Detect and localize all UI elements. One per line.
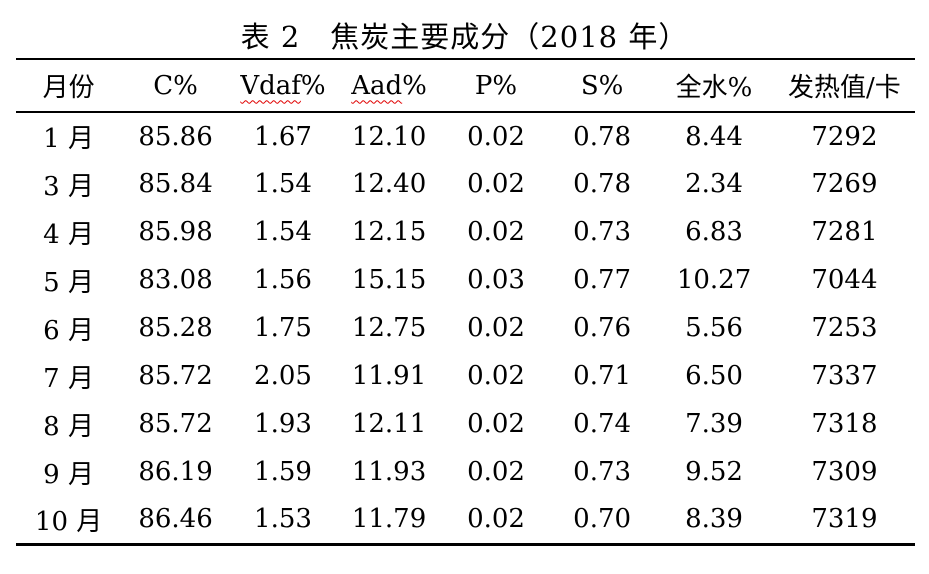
cell-vdaf_percent: 1.59 (254, 457, 312, 487)
cell-total_moisture_percent: 10.27 (676, 265, 752, 295)
column-header-calorific_value: 发热值/卡 (788, 73, 901, 103)
cell-month: 10 月 (34, 506, 103, 537)
cell-calorific_value: 7044 (811, 265, 878, 295)
table-row: 1 月 85.86 1.67 12.10 0.02 0.78 8.44 7292 (16, 112, 915, 160)
cell-calorific_value: 7318 (811, 409, 878, 439)
cell-total_moisture_percent: 8.44 (685, 121, 743, 152)
misspelled-word: Aad (351, 70, 403, 101)
coke-composition-table: 月份 C% Vdaf% Aad% P% S% 全水% 发热值/卡 1 月 85.86 1.67 12… (16, 58, 915, 546)
column-header-aad_percent: Aad% (351, 70, 427, 101)
column-header-total_moisture_percent: 全水% (675, 73, 753, 103)
cell-c_percent: 85.86 (138, 121, 213, 152)
cell-s_percent: 0.70 (573, 504, 632, 535)
cell-s_percent: 0.77 (573, 265, 632, 295)
cell-c_percent: 85.28 (138, 313, 213, 343)
cell-vdaf_percent: 1.53 (254, 504, 312, 535)
cell-s_percent: 0.76 (573, 313, 632, 343)
cell-calorific_value: 7292 (811, 121, 878, 152)
cell-aad_percent: 11.91 (351, 361, 427, 391)
cell-vdaf_percent: 1.56 (254, 265, 312, 295)
cell-calorific_value: 7319 (811, 504, 878, 535)
cell-total_moisture_percent: 6.50 (685, 361, 743, 391)
cell-month: 1 月 (43, 124, 94, 154)
cell-c_percent: 86.46 (138, 504, 213, 535)
cell-aad_percent: 12.75 (351, 313, 427, 343)
cell-month: 8 月 (43, 411, 94, 442)
column-header-s_percent: S% (580, 70, 624, 101)
cell-total_moisture_percent: 8.39 (685, 504, 743, 535)
cell-c_percent: 85.98 (138, 217, 213, 247)
table-title: 表 2 焦炭主要成分（2018 年） (240, 20, 689, 54)
table-row: 5 月 83.08 1.56 15.15 0.03 0.77 10.27 7044 (16, 256, 915, 304)
cell-p_percent: 0.03 (467, 265, 525, 295)
cell-p_percent: 0.02 (467, 361, 525, 391)
cell-p_percent: 0.02 (467, 121, 525, 152)
column-header-p_percent: P% (474, 70, 518, 101)
cell-month: 7 月 (43, 363, 94, 394)
cell-p_percent: 0.02 (467, 313, 525, 343)
cell-month: 6 月 (43, 315, 94, 346)
column-header-vdaf_percent: Vdaf% (240, 70, 326, 101)
table-row: 8 月 85.72 1.93 12.11 0.02 0.74 7.39 7318 (16, 400, 915, 448)
cell-aad_percent: 12.40 (351, 169, 427, 199)
cell-c_percent: 85.72 (138, 409, 213, 439)
table-row: 10 月 86.46 1.53 11.79 0.02 0.70 8.39 7319 (16, 496, 915, 544)
cell-c_percent: 83.08 (138, 265, 213, 295)
cell-calorific_value: 7309 (811, 457, 878, 487)
cell-month: 4 月 (43, 219, 94, 250)
cell-calorific_value: 7269 (811, 169, 878, 199)
cell-p_percent: 0.02 (467, 169, 525, 199)
misspelled-word: Vdaf (240, 70, 301, 101)
table-body: 1 月 85.86 1.67 12.10 0.02 0.78 8.44 7292 3 月 85.8… (16, 112, 915, 544)
cell-vdaf_percent: 1.54 (254, 217, 312, 247)
cell-p_percent: 0.02 (467, 409, 525, 439)
cell-total_moisture_percent: 2.34 (685, 169, 743, 199)
cell-total_moisture_percent: 6.83 (685, 217, 743, 247)
cell-calorific_value: 7281 (811, 217, 878, 247)
cell-total_moisture_percent: 7.39 (685, 409, 743, 439)
cell-aad_percent: 12.10 (351, 121, 427, 152)
cell-month: 9 月 (43, 459, 94, 490)
cell-vdaf_percent: 1.75 (254, 313, 312, 343)
cell-c_percent: 85.72 (138, 361, 213, 391)
cell-p_percent: 0.02 (467, 217, 525, 247)
cell-p_percent: 0.02 (467, 504, 525, 535)
table-row: 4 月 85.98 1.54 12.15 0.02 0.73 6.83 7281 (16, 208, 915, 256)
cell-aad_percent: 15.15 (351, 265, 427, 295)
cell-s_percent: 0.74 (573, 409, 632, 439)
table-header: 月份 C% Vdaf% Aad% P% S% 全水% 发热值/卡 (16, 59, 915, 112)
cell-aad_percent: 12.11 (351, 409, 427, 439)
cell-calorific_value: 7337 (811, 361, 878, 391)
cell-total_moisture_percent: 5.56 (685, 313, 743, 343)
cell-s_percent: 0.78 (573, 121, 632, 152)
column-header-c_percent: C% (153, 70, 198, 101)
table-row: 3 月 85.84 1.54 12.40 0.02 0.78 2.34 7269 (16, 160, 915, 208)
cell-vdaf_percent: 1.54 (254, 169, 312, 199)
cell-s_percent: 0.78 (573, 169, 632, 199)
cell-p_percent: 0.02 (467, 457, 525, 487)
cell-s_percent: 0.73 (573, 217, 632, 247)
cell-vdaf_percent: 2.05 (254, 361, 312, 391)
cell-calorific_value: 7253 (811, 313, 878, 343)
header-row: 月份 C% Vdaf% Aad% P% S% 全水% 发热值/卡 (16, 59, 915, 112)
cell-c_percent: 85.84 (138, 169, 213, 199)
cell-c_percent: 86.19 (138, 457, 213, 487)
cell-month: 5 月 (43, 267, 94, 298)
cell-s_percent: 0.73 (573, 457, 632, 487)
cell-vdaf_percent: 1.93 (254, 409, 312, 439)
column-header-month: 月份 (42, 73, 95, 103)
table-row: 7 月 85.72 2.05 11.91 0.02 0.71 6.50 7337 (16, 352, 915, 400)
cell-vdaf_percent: 1.67 (254, 121, 312, 152)
table-row: 9 月 86.19 1.59 11.93 0.02 0.73 9.52 7309 (16, 448, 915, 496)
cell-total_moisture_percent: 9.52 (685, 457, 743, 487)
cell-aad_percent: 11.79 (351, 504, 427, 535)
cell-s_percent: 0.71 (573, 361, 632, 391)
cell-aad_percent: 12.15 (351, 217, 427, 247)
table-row: 6 月 85.28 1.75 12.75 0.02 0.76 5.56 7253 (16, 304, 915, 352)
cell-month: 3 月 (43, 171, 94, 202)
cell-aad_percent: 11.93 (351, 457, 427, 487)
